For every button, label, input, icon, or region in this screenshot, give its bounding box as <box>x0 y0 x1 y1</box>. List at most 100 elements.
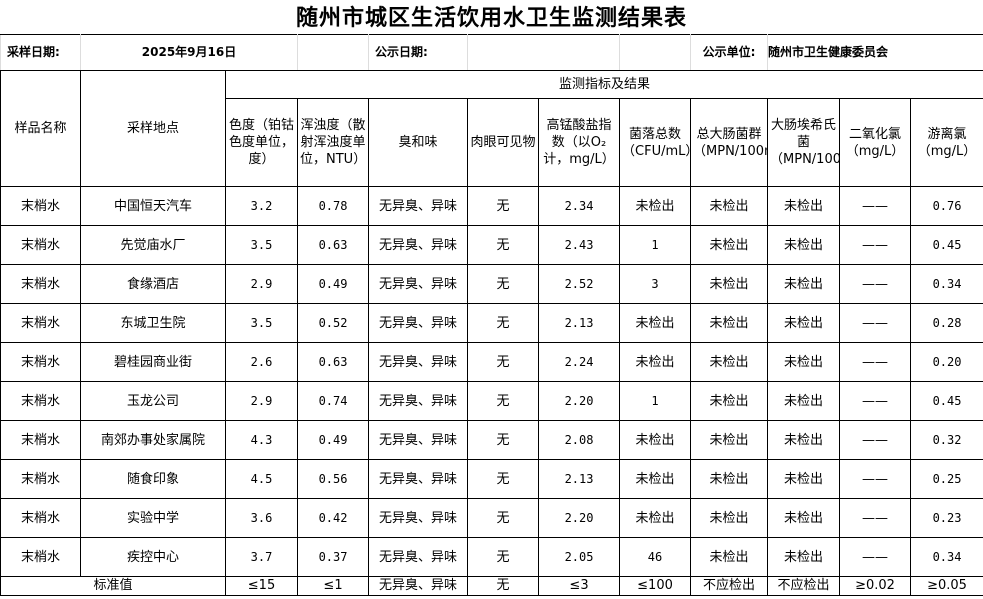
table-cell: 无 <box>467 342 540 382</box>
standard-value: ≥0.02 <box>839 576 912 596</box>
results-table: 采样日期: 2025年9月16日 公示日期: 公示单位: 随州市卫生健康委员会 … <box>0 34 983 596</box>
standard-value: ≥0.05 <box>910 576 983 596</box>
table-cell: 无异臭、异味 <box>368 498 469 538</box>
table-cell: 2.34 <box>538 186 621 226</box>
table-cell: 末梢水 <box>0 342 81 382</box>
table-cell: 未检出 <box>619 186 692 226</box>
standard-label: 标准值 <box>0 576 226 596</box>
table-cell: 未检出 <box>690 303 769 343</box>
table-cell: 碧桂园商业街 <box>80 342 226 382</box>
table-cell: 未检出 <box>619 459 692 499</box>
table-cell: 未检出 <box>619 342 692 382</box>
table-cell: 未检出 <box>690 498 769 538</box>
table-row: 末梢水 实验中学 3.6 0.42 无异臭、异味无 2.20 未检出 未检出 未检出 —— 0.23 <box>0 498 983 538</box>
standard-value: 不应检出 <box>767 576 841 596</box>
table-cell: 末梢水 <box>0 459 81 499</box>
table-row: 末梢水 先觉庙水厂 3.5 0.63 无异臭、异味无 2.43 1 未检出 未检出 —— 0.45 <box>0 225 983 265</box>
header-indicator: 二氧化氯（mg/L） <box>839 98 912 187</box>
table-cell: 无 <box>467 186 540 226</box>
table-cell: 1 <box>619 381 692 421</box>
header-indicator: 高锰酸盐指数（以O₂计，mg/L） <box>538 98 621 187</box>
table-cell: 0.49 <box>297 420 370 460</box>
table-cell: 2.52 <box>538 264 621 304</box>
table-cell: 无 <box>467 459 540 499</box>
table-cell: 46 <box>619 537 692 577</box>
table-row: 末梢水 碧桂园商业街 2.6 0.63 无异臭、异味无 2.24 未检出 未检出 未检出 —— 0.… <box>0 342 983 382</box>
table-cell: —— <box>839 381 912 421</box>
table-cell: 实验中学 <box>80 498 226 538</box>
table-cell: 2.05 <box>538 537 621 577</box>
table-cell: 2.13 <box>538 303 621 343</box>
table-cell: 未检出 <box>619 420 692 460</box>
table-cell: 3.5 <box>224 225 299 265</box>
table-cell: —— <box>839 537 912 577</box>
table-row: 末梢水 玉龙公司 2.9 0.74 无异臭、异味无 2.20 1 未检出 未检出 —— 0.45 <box>0 381 983 421</box>
header-sample-name: 样品名称 <box>0 70 81 187</box>
table-cell: 玉龙公司 <box>80 381 226 421</box>
table-cell: 无 <box>467 498 540 538</box>
page-title: 随州市城区生活饮用水卫生监测结果表 <box>295 5 687 31</box>
table-cell: 0.78 <box>297 186 370 226</box>
table-cell: 0.25 <box>910 459 983 499</box>
table-cell: 未检出 <box>690 537 769 577</box>
table-cell: 3.6 <box>224 498 299 538</box>
table-cell: 无异臭、异味 <box>368 342 469 382</box>
table-cell: 先觉庙水厂 <box>80 225 226 265</box>
table-cell: 0.63 <box>297 225 370 265</box>
table-cell: 未检出 <box>690 186 769 226</box>
table-cell: 未检出 <box>690 381 769 421</box>
table-cell: —— <box>839 186 912 226</box>
standard-value: 无异臭、异味 <box>368 576 469 596</box>
table-cell: 未检出 <box>690 459 769 499</box>
standard-row: 标准值 ≤15 ≤1 无异臭、异味无 ≤3 ≤100 不应检出 不应检出 ≥0.02 ≥0.05 <box>0 576 983 596</box>
sample-date-label: 采样日期: <box>0 34 81 71</box>
table-cell: 3 <box>619 264 692 304</box>
table-cell: 0.37 <box>297 537 370 577</box>
table-cell: —— <box>839 342 912 382</box>
table-cell: 末梢水 <box>0 303 81 343</box>
table-cell: 未检出 <box>767 498 841 538</box>
table-cell: 无 <box>467 225 540 265</box>
table-cell: 未检出 <box>690 420 769 460</box>
table-cell: 0.20 <box>910 342 983 382</box>
table-cell: 无异臭、异味 <box>368 459 469 499</box>
table-cell: 未检出 <box>690 225 769 265</box>
table-cell: 无异臭、异味 <box>368 264 469 304</box>
table-cell: 未检出 <box>767 342 841 382</box>
header-indicator: 总大肠菌群（MPN/100mL） <box>690 98 769 187</box>
standard-value: 不应检出 <box>690 576 769 596</box>
table-row: 末梢水 疾控中心 3.7 0.37 无异臭、异味无 2.05 46 未检出 未检出 —— 0.34 <box>0 537 983 577</box>
header-indicator: 大肠埃希氏菌（MPN/100mL） <box>767 98 841 187</box>
table-cell: 未检出 <box>767 264 841 304</box>
publish-date <box>467 34 621 71</box>
table-cell: 未检出 <box>767 381 841 421</box>
table-row: 末梢水 东城卫生院 3.5 0.52 无异臭、异味无 2.13 未检出 未检出 未检出 —— 0.2… <box>0 303 983 343</box>
table-row: 末梢水 食缘酒店 2.9 0.49 无异臭、异味无 2.52 3 未检出 未检出 —— 0.34 <box>0 264 983 304</box>
header-location: 采样地点 <box>80 70 226 187</box>
table-row: 末梢水 中国恒天汽车 3.2 0.78 无异臭、异味无 2.34 未检出 未检出 未检出 —— 0.… <box>0 186 983 226</box>
table-cell: 未检出 <box>767 186 841 226</box>
table-cell: 未检出 <box>767 537 841 577</box>
table-cell: 末梢水 <box>0 264 81 304</box>
table-cell: 3.5 <box>224 303 299 343</box>
unit-label: 公示单位: <box>690 34 769 71</box>
header-indicator: 菌落总数（CFU/mL） <box>619 98 692 187</box>
table-cell: 未检出 <box>767 225 841 265</box>
table-row: 末梢水 南郊办事处家属院 4.3 0.49 无异臭、异味无 2.08 未检出 未检出 未检出 ——… <box>0 420 983 460</box>
standard-value: ≤15 <box>224 576 299 596</box>
table-cell: 2.43 <box>538 225 621 265</box>
table-cell: 末梢水 <box>0 186 81 226</box>
sample-date: 2025年9月16日 <box>79 34 299 71</box>
unit-value: 随州市卫生健康委员会 <box>767 34 983 71</box>
header-group: 监测指标及结果 <box>224 70 983 99</box>
table-cell: 0.52 <box>297 303 370 343</box>
table-cell: 2.08 <box>538 420 621 460</box>
table-cell: 未检出 <box>619 303 692 343</box>
table-cell: 0.56 <box>297 459 370 499</box>
table-cell: 1 <box>619 225 692 265</box>
table-cell: 末梢水 <box>0 225 81 265</box>
table-cell: 2.9 <box>224 264 299 304</box>
table-cell: 末梢水 <box>0 537 81 577</box>
table-cell: —— <box>839 459 912 499</box>
table-cell: —— <box>839 225 912 265</box>
